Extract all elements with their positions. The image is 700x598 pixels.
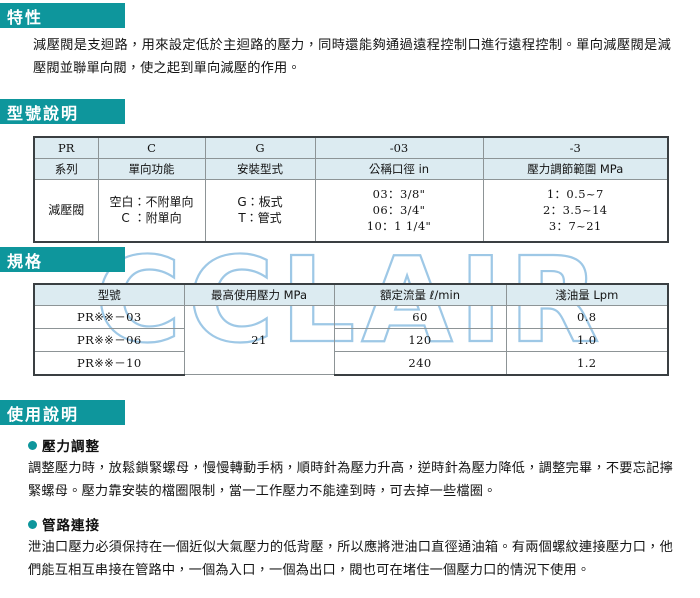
model-value-cell: G：板式 T：管式 xyxy=(204,179,316,243)
spec-table-wrap: 型號 最高使用壓力 MPa 額定流量 ℓ/min 淺油量 Lpm PR※※－03… xyxy=(33,283,669,376)
section-bar-model-code: 型號說明 xyxy=(0,99,125,124)
table-row: PR※※－03 21 60 0.8 xyxy=(33,305,669,375)
section-bar-features-label: 特性 xyxy=(7,7,44,27)
model-code-cell: -03 xyxy=(314,136,484,159)
spec-rated-flow-cell: 120 xyxy=(333,328,507,352)
features-paragraph: 減壓閥是支迴路，用來設定低於主迴路的壓力，同時還能夠通過遠程控制口進行遠程控制。… xyxy=(33,38,671,76)
model-name-cell: 系列 xyxy=(33,158,99,180)
section-bar-model-code-label: 型號說明 xyxy=(7,103,80,123)
model-name-cell: 公稱口徑 in xyxy=(314,158,484,180)
usage-heading-pressure-adjust: 壓力調整 xyxy=(28,435,100,455)
usage-body-piping-connection: 泄油口壓力必須保持在一個近似大氣壓力的低背壓，所以應將泄油口直徑通油箱。有兩個螺… xyxy=(28,540,673,578)
spec-drain-cell: 1.0 xyxy=(505,328,669,352)
spec-model-cell: PR※※－03 xyxy=(33,305,185,329)
table-row-code: PR C G -03 -3 xyxy=(33,136,669,159)
model-name-cell: 壓力調節範圍 MPa xyxy=(482,158,669,180)
usage-heading-label: 管路連接 xyxy=(42,518,100,534)
spec-header-cell: 最高使用壓力 MPa xyxy=(183,283,335,306)
section-bar-specifications: 規格 xyxy=(0,247,125,272)
spec-rated-flow-cell: 60 xyxy=(333,305,507,329)
section-bar-specifications-label: 規格 xyxy=(7,251,44,271)
table-row: PR※※－06 120 1.0 xyxy=(33,328,669,352)
bullet-dot-icon xyxy=(28,440,37,450)
spec-model-cell: PR※※－10 xyxy=(33,351,185,376)
model-code-cell: C xyxy=(97,136,206,159)
model-value-cell: 空白：不附單向 C ：附單向 xyxy=(97,179,206,243)
spec-header-cell: 型號 xyxy=(33,283,185,306)
model-value-cell: 03：3/8" 06：3/4" 10：1 1/4" xyxy=(314,179,484,243)
model-name-cell: 安裝型式 xyxy=(204,158,316,180)
model-value-cell: 1：0.5~7 2：3.5~14 3：7~21 xyxy=(482,179,669,243)
model-value-cell: 減壓閥 xyxy=(33,179,99,243)
spec-header-cell: 淺油量 Lpm xyxy=(505,283,669,306)
usage-body-pressure-adjust: 調整壓力時，放鬆鎖緊螺母，慢慢轉動手柄，順時針為壓力升高，逆時針為壓力降低，調整… xyxy=(28,461,673,499)
model-code-table-wrap: PR C G -03 -3 系列 單向功能 安裝型式 公稱口徑 in 壓力調節範… xyxy=(33,136,669,243)
spec-max-pressure-cell: 21 xyxy=(183,305,335,375)
table-header-row: 型號 最高使用壓力 MPa 額定流量 ℓ/min 淺油量 Lpm xyxy=(33,283,669,306)
section-bar-usage-label: 使用說明 xyxy=(7,404,80,424)
table-row: PR※※－10 240 1.2 xyxy=(33,351,669,376)
spec-drain-cell: 0.8 xyxy=(505,305,669,329)
spec-drain-cell: 1.2 xyxy=(505,351,669,376)
model-code-cell: G xyxy=(204,136,316,159)
model-code-table: PR C G -03 -3 系列 單向功能 安裝型式 公稱口徑 in 壓力調節範… xyxy=(33,136,669,243)
bullet-dot-icon xyxy=(28,519,37,529)
spec-table: 型號 最高使用壓力 MPa 額定流量 ℓ/min 淺油量 Lpm PR※※－03… xyxy=(33,283,669,376)
usage-heading-label: 壓力調整 xyxy=(42,439,100,455)
spec-header-cell: 額定流量 ℓ/min xyxy=(333,283,507,306)
model-name-cell: 單向功能 xyxy=(97,158,206,180)
model-code-cell: PR xyxy=(33,136,99,159)
table-row-values: 減壓閥 空白：不附單向 C ：附單向 G：板式 T：管式 03：3/8" 06：… xyxy=(33,179,669,243)
spec-model-cell: PR※※－06 xyxy=(33,328,185,352)
usage-heading-piping-connection: 管路連接 xyxy=(28,514,100,534)
spec-rated-flow-cell: 240 xyxy=(333,351,507,376)
model-code-cell: -3 xyxy=(482,136,669,159)
section-bar-features: 特性 xyxy=(0,3,125,28)
section-bar-usage: 使用說明 xyxy=(0,400,125,425)
table-row-name: 系列 單向功能 安裝型式 公稱口徑 in 壓力調節範圍 MPa xyxy=(33,158,669,180)
